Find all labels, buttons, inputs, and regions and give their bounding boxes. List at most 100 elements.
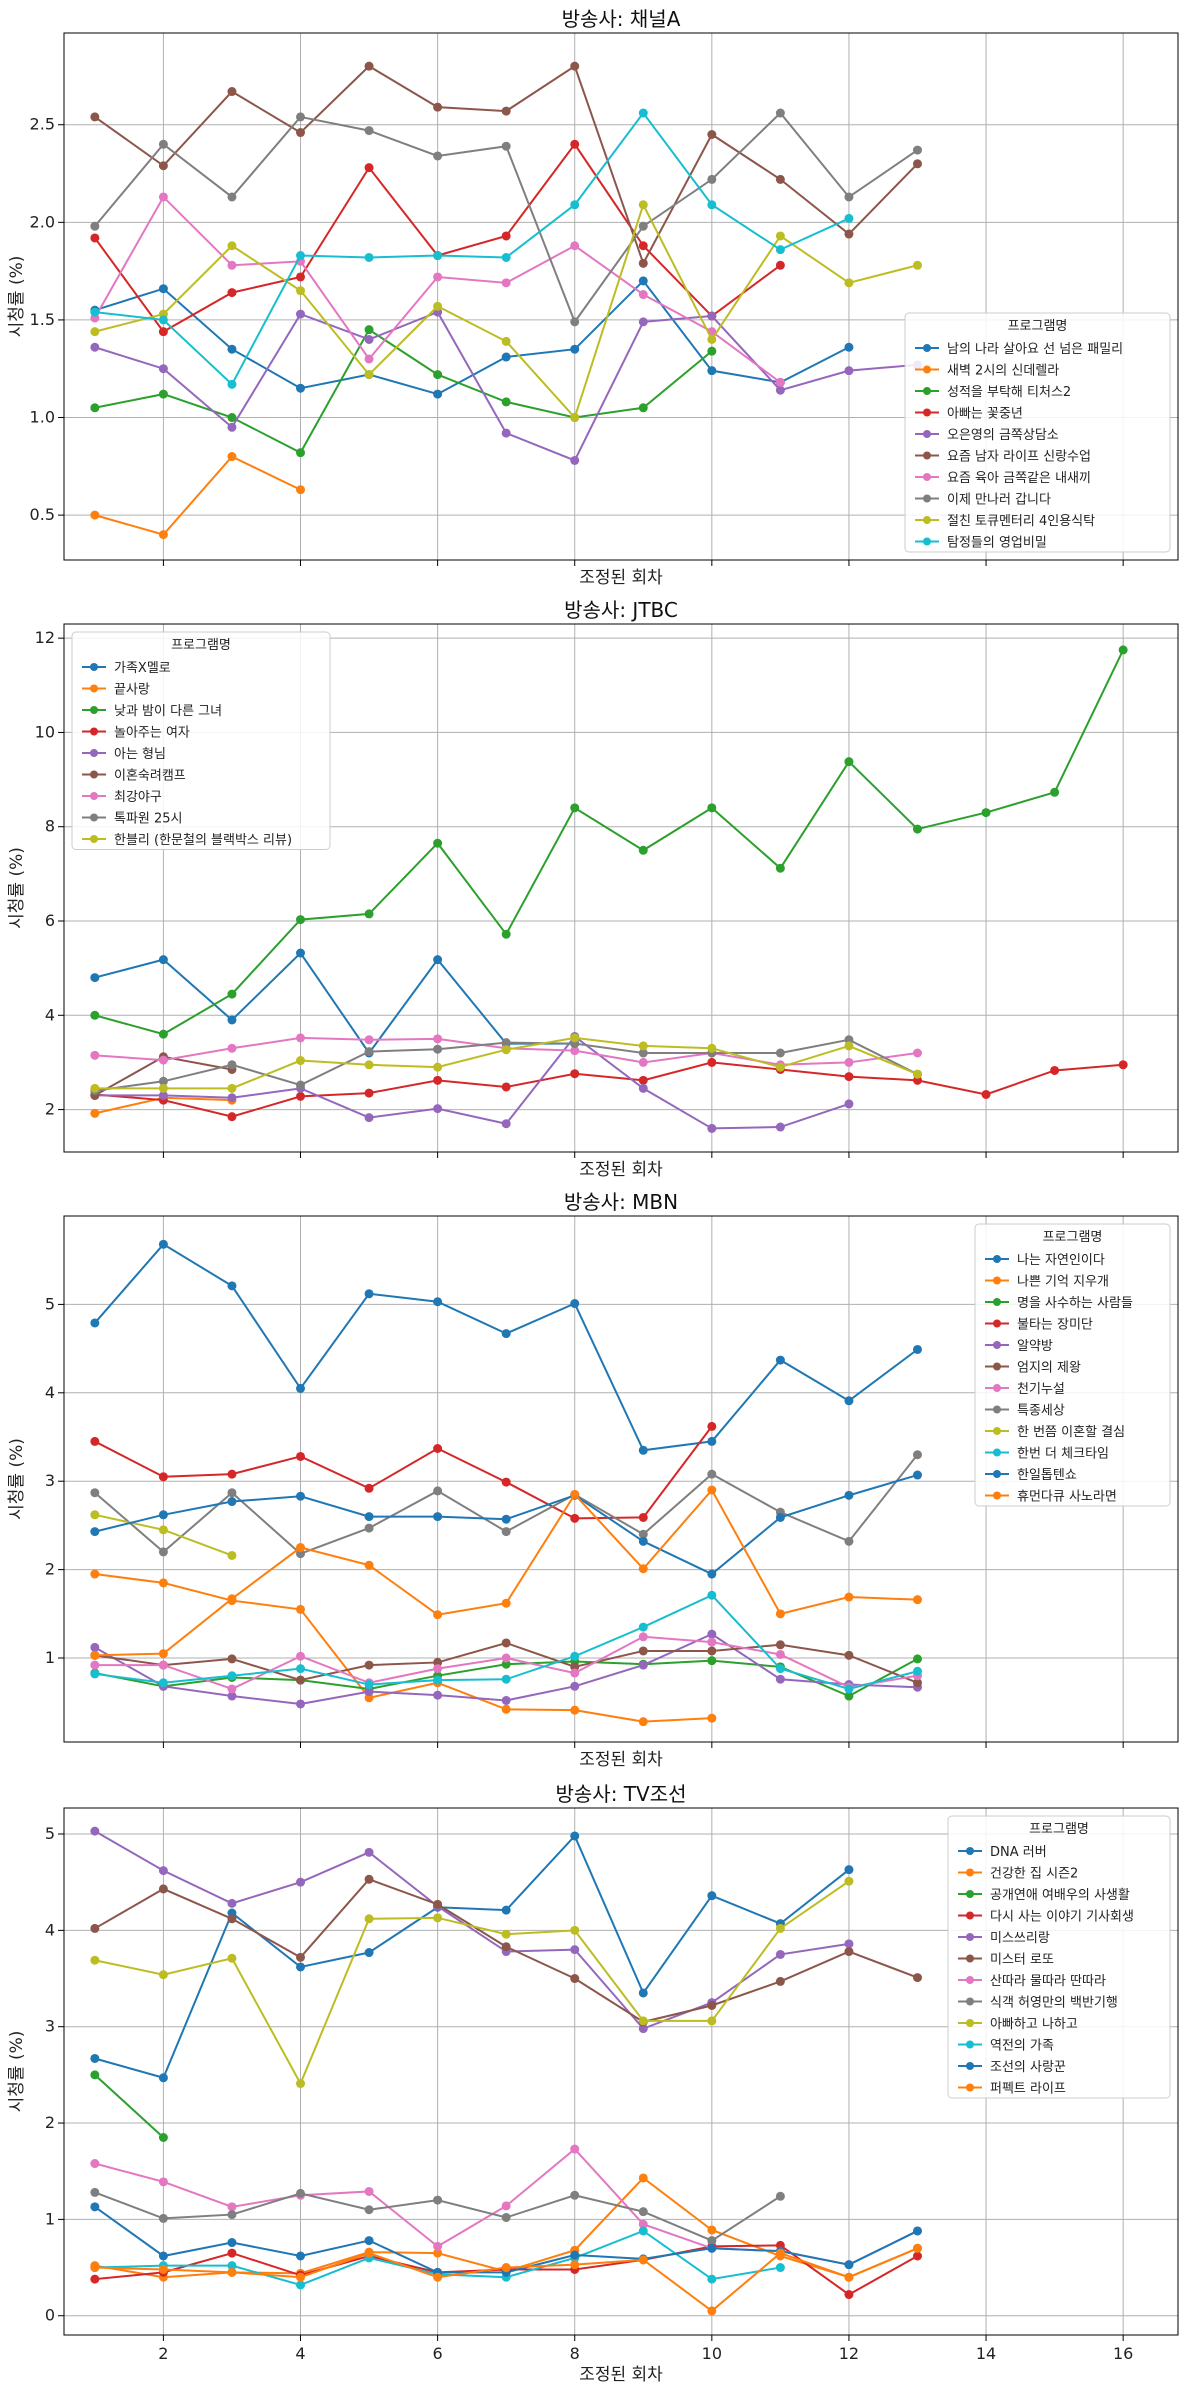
data-point <box>775 1674 785 1684</box>
data-point <box>296 1543 306 1553</box>
legend-marker <box>923 430 931 438</box>
data-point <box>912 1344 922 1354</box>
data-point <box>296 2251 306 2261</box>
data-point <box>90 1923 100 1933</box>
data-point <box>227 2202 237 2212</box>
data-point <box>433 1657 443 1667</box>
data-point <box>90 973 100 983</box>
data-point <box>90 342 100 352</box>
data-point <box>364 370 374 380</box>
data-point <box>433 1512 443 1522</box>
legend-marker <box>90 706 98 714</box>
data-point <box>707 2274 717 2284</box>
legend-entry: 특종세상 <box>1017 1404 1065 1419</box>
y-tick-label: 12 <box>35 628 55 647</box>
data-point <box>638 290 648 300</box>
data-point <box>90 2187 100 2197</box>
data-point <box>433 1664 443 1674</box>
data-point <box>227 87 237 97</box>
legend-marker <box>923 365 931 374</box>
subplot-2: 2 4 6 8 10 12 방송사: JTBC 조정된 회차 시청률 (%) 프로그램명가족X멜로… <box>7 598 1179 1180</box>
y-tick-label: 2.5 <box>30 115 55 134</box>
data-point <box>90 1955 100 1965</box>
data-point <box>570 1681 580 1691</box>
legend-marker <box>90 792 98 800</box>
y-tick-label: 2 <box>45 1560 55 1579</box>
data-point <box>90 1083 100 1093</box>
data-point <box>501 1477 511 1487</box>
data-point <box>227 1083 237 1093</box>
x-tick-label: 12 <box>839 2344 859 2363</box>
data-point <box>501 1905 511 1915</box>
data-point <box>227 344 237 354</box>
data-point <box>296 272 306 282</box>
data-point <box>638 1083 648 1093</box>
data-point <box>638 845 648 855</box>
data-point <box>501 278 511 288</box>
data-point <box>296 1962 306 1972</box>
data-point <box>433 151 443 161</box>
legend-marker <box>923 408 931 417</box>
chart-title: 방송사: 채널A <box>562 7 681 31</box>
data-point <box>433 1486 443 1496</box>
data-point <box>433 370 443 380</box>
y-tick-label: 8 <box>45 817 55 836</box>
data-point <box>844 213 854 223</box>
legend-marker <box>90 813 98 822</box>
y-axis-label: 시청률 (%) <box>7 2031 27 2113</box>
data-point <box>707 1713 717 1723</box>
data-point <box>912 1678 922 1688</box>
data-point <box>707 334 717 344</box>
legend-marker <box>993 1298 1001 1306</box>
data-point <box>638 2226 648 2236</box>
data-point <box>158 389 168 399</box>
data-point <box>775 863 785 873</box>
data-point <box>501 1674 511 1684</box>
legend-marker <box>966 1997 974 2006</box>
legend-marker <box>993 1276 1001 1285</box>
data-point <box>707 2016 717 2026</box>
legend-entry: 퍼펙트 라이프 <box>990 2082 1066 2097</box>
data-point <box>364 2205 374 2215</box>
data-point <box>707 174 717 184</box>
legend-entry: 톡파원 25시 <box>114 812 183 827</box>
x-axis-label: 조정된 회차 <box>579 568 663 588</box>
data-point <box>90 2070 100 2080</box>
axes-frame <box>63 1215 1179 1743</box>
data-point <box>570 1033 580 1043</box>
data-point <box>364 126 374 136</box>
data-point <box>90 2202 100 2212</box>
data-point <box>844 1072 854 1082</box>
data-point <box>90 1569 100 1579</box>
legend-entry: 한블리 (한문철의 블랙박스 리뷰) <box>114 833 292 848</box>
data-point <box>638 1660 648 1670</box>
legend-title: 프로그램명 <box>1043 1230 1103 1245</box>
data-point <box>707 129 717 139</box>
data-point <box>912 2251 922 2261</box>
data-point <box>638 1988 648 1998</box>
data-point <box>296 1383 306 1393</box>
data-point <box>433 1297 443 1307</box>
y-tick-label: 0.5 <box>30 505 55 524</box>
legend-entry: 조선의 사랑꾼 <box>990 2060 1066 2075</box>
data-point <box>227 1043 237 1053</box>
y-tick-label: 2.0 <box>30 212 55 231</box>
data-point <box>501 1598 511 1608</box>
data-point <box>364 1914 374 1924</box>
legend-marker <box>993 1341 1001 1349</box>
data-point <box>433 251 443 261</box>
legend-marker <box>993 1362 1001 1371</box>
data-point <box>158 1472 168 1482</box>
data-point <box>638 276 648 286</box>
data-point <box>364 325 374 335</box>
series-line-2 <box>94 2176 918 2279</box>
data-point <box>981 808 991 818</box>
data-point <box>844 2290 854 2300</box>
chart-title: 방송사: MBN <box>564 1190 678 1214</box>
data-point <box>844 1691 854 1701</box>
x-tick-label: 14 <box>976 2344 996 2363</box>
data-point <box>227 1112 237 1122</box>
data-point <box>844 1490 854 1500</box>
data-point <box>364 1113 374 1123</box>
